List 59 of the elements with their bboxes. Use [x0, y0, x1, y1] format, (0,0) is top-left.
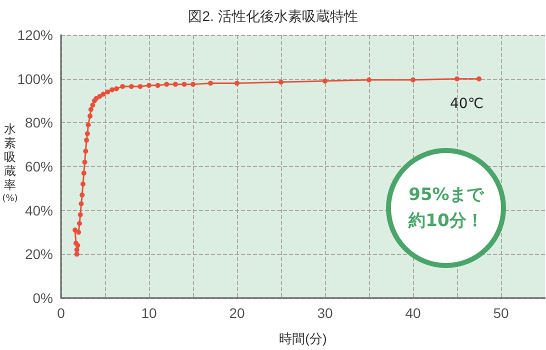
y-axis-title: 水素吸蔵率(%) — [2, 122, 18, 206]
x-tick-label: 10 — [141, 305, 157, 321]
point — [74, 247, 80, 252]
point — [476, 76, 482, 82]
point — [172, 82, 178, 87]
point — [105, 89, 110, 94]
x-tick-label: 40 — [405, 305, 421, 321]
point — [454, 76, 460, 82]
x-tick-label: 50 — [493, 305, 509, 321]
point — [155, 82, 160, 88]
x-tick-label: 20 — [229, 305, 245, 321]
point — [80, 192, 85, 198]
point — [138, 84, 143, 90]
x-tick-label: 0 — [57, 305, 66, 321]
point — [278, 80, 284, 85]
point — [78, 212, 83, 218]
y-tick-label: 20% — [24, 246, 53, 262]
x-axis-title: 時間(分) — [279, 331, 327, 346]
y-tick-label: 60% — [24, 158, 53, 174]
point — [78, 201, 84, 206]
point — [208, 80, 214, 86]
point — [76, 230, 82, 235]
point — [100, 92, 106, 97]
point — [86, 122, 91, 128]
point — [322, 78, 328, 84]
chart-title: 図2. 活性化後水素吸蔵特性 — [188, 8, 358, 24]
annotation: 95%まで — [408, 184, 484, 207]
point — [114, 86, 119, 92]
point — [80, 182, 86, 187]
annotation: 40℃ — [450, 96, 484, 112]
point — [88, 114, 93, 119]
point — [81, 170, 86, 176]
point — [90, 102, 96, 108]
point — [182, 82, 187, 87]
point — [128, 84, 134, 90]
point — [84, 138, 90, 143]
annotation: 約10分！ — [408, 210, 484, 233]
point — [76, 220, 82, 226]
point — [410, 77, 416, 82]
y-tick-label: 0% — [32, 290, 53, 306]
point — [120, 84, 126, 90]
y-tick-label: 80% — [24, 114, 53, 131]
y-tick-label: 120% — [17, 27, 53, 43]
point — [82, 160, 88, 165]
point — [84, 131, 90, 136]
x-tick-label: 30 — [317, 305, 333, 321]
point — [97, 94, 102, 99]
point — [74, 252, 80, 257]
point — [190, 82, 196, 87]
point — [72, 228, 78, 233]
point — [146, 82, 152, 88]
point — [88, 107, 94, 112]
point — [366, 77, 372, 82]
point — [234, 80, 240, 86]
y-tick-label: 40% — [24, 202, 53, 218]
point — [83, 148, 88, 154]
point — [110, 87, 115, 92]
y-tick-label: 100% — [17, 70, 53, 87]
point — [164, 82, 170, 87]
